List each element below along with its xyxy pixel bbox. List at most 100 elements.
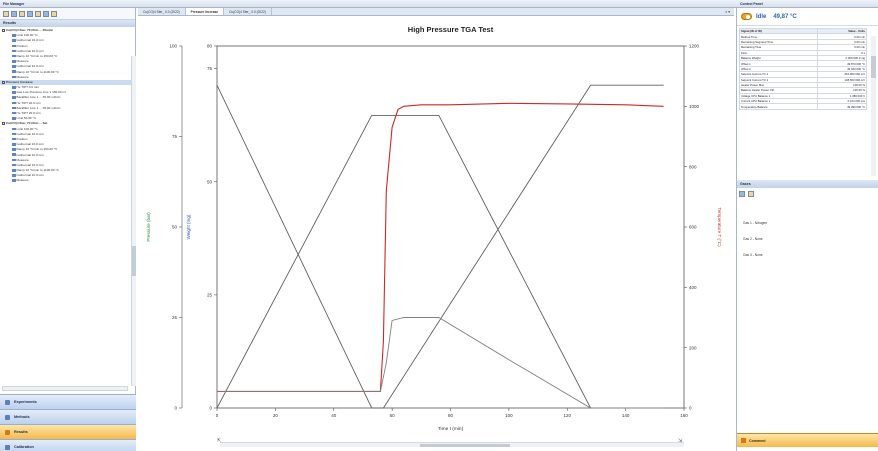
tree-item[interactable]: Measure: [0, 59, 135, 64]
series-line-4: [217, 317, 664, 409]
tree-item[interactable]: Isothermal 10.0 min: [0, 132, 135, 137]
weight-tick-label: 25: [207, 292, 213, 297]
tree-item[interactable]: Measure: [0, 178, 135, 183]
tree-item[interactable]: Position: [0, 137, 135, 142]
nav-button-results[interactable]: Results: [0, 424, 136, 439]
tree-item[interactable]: He TIPT 20.0 min: [0, 101, 135, 106]
new-file-icon[interactable]: [19, 10, 25, 17]
results-tree: Cu(CO)4 Ster. 70 Ohm ... 35mmc Limit 100.…: [0, 27, 135, 184]
tree-group[interactable]: Pressure Increase: [0, 79, 135, 86]
expander-icon[interactable]: [2, 80, 5, 84]
gases-header: Gases: [737, 180, 878, 188]
tree-item[interactable]: Isothermal 10.0 min: [0, 153, 135, 158]
tree-label: He TIPT 20.0 min: [16, 100, 41, 105]
plot-scroll-thumb[interactable]: [420, 444, 510, 447]
close-tab-icon[interactable]: × ▾: [725, 10, 730, 14]
comment-button[interactable]: Comment: [737, 433, 878, 447]
pressure-tick-label: 0: [174, 406, 177, 411]
expander-icon[interactable]: [2, 28, 5, 32]
x-tick-label: 20: [273, 413, 279, 418]
tree-label: Isothermal 10.0 min: [16, 38, 44, 43]
step-icon: [12, 143, 16, 146]
temperature-axis-label: Temperature T (°C): [717, 207, 722, 247]
save-icon[interactable]: [11, 10, 17, 17]
tree-item[interactable]: Ramp 10 °C/min to 1100.00 °C: [0, 168, 135, 173]
tree-item[interactable]: Isothermal 10.0 min: [0, 173, 135, 178]
weight-tick-label: 80: [207, 44, 213, 49]
nav-button-methods[interactable]: Methods: [0, 409, 136, 424]
plot-horizontal-scrollbar[interactable]: [220, 442, 684, 447]
tree-item[interactable]: Isothermal 10.0 min: [0, 163, 135, 168]
tree-item[interactable]: He TIPT 20.0 min: [0, 111, 135, 116]
x-axis-label: Time t (min): [438, 426, 464, 432]
tab-document-3[interactable]: Cu(CO)4 Ster_ 0.0 (2022): [224, 8, 272, 15]
step-icon: [12, 111, 16, 115]
file-manager-pane: Results Cu(CO)4 Ster. 70 Ohm ... 35mmc Li…: [0, 8, 136, 451]
copy-icon[interactable]: [27, 10, 33, 17]
signal-value: 49.390 000 °C: [816, 103, 868, 110]
nav-button-label: Results: [14, 430, 28, 434]
tree-group[interactable]: Cu(CO)4 Ster. 70 Ohm ... 35mmc: [0, 28, 135, 33]
tree-item[interactable]: Measure: [0, 158, 135, 163]
left-pane-title: File Manager: [3, 2, 25, 6]
tree-item[interactable]: Isothermal 10.0 min: [0, 49, 135, 54]
tree-item[interactable]: Position: [0, 44, 135, 49]
gas-item[interactable]: Gas 3 - None: [743, 253, 763, 257]
tab-document-1[interactable]: Cu(CO)4 Ster_ 0.0 (2022): [138, 8, 186, 15]
step-icon: [12, 65, 16, 68]
paste-icon[interactable]: [35, 10, 41, 17]
delete-icon[interactable]: [43, 10, 49, 17]
tree-label: Gas Low Pressure Line 1 150.00 ml: [16, 90, 66, 95]
tree-item[interactable]: Isothermal 10.0 min: [0, 142, 135, 147]
tree-label: Isothermal 10.0 min: [16, 142, 44, 147]
refresh-icon[interactable]: [51, 10, 57, 17]
tree-item[interactable]: Isothermal 10.0 min: [0, 64, 135, 69]
tree-group[interactable]: Cu(CO)4 Ster. 70 Ohm ... Set: [0, 121, 135, 126]
pressure-tick-label: 25: [172, 315, 178, 320]
signal-scrollbar[interactable]: [871, 36, 876, 176]
edit-gas-icon[interactable]: [748, 191, 754, 197]
tree-label: Cu(CO)4 Ster. 70 Ohm ... 35mmc: [6, 28, 54, 32]
tree-vertical-scrollbar[interactable]: [131, 56, 136, 386]
tree-horizontal-scrollbar[interactable]: [2, 386, 128, 391]
plot-frame: [216, 45, 685, 409]
nav-button-calibration[interactable]: Calibration: [0, 439, 136, 451]
nav-button-label: Experiments: [14, 400, 37, 404]
tree-item[interactable]: Limit 100.00 °C: [0, 127, 135, 132]
step-icon: [12, 153, 16, 156]
series-line-1: [216, 84, 664, 409]
gas-item[interactable]: Gas 2 - None: [743, 237, 763, 241]
temperature-tick-label: 1200: [689, 44, 700, 49]
tree-item[interactable]: Isothermal 10.0 min: [0, 38, 135, 43]
step-icon: [12, 75, 16, 79]
tree-item[interactable]: Limit 50.00 °C: [0, 116, 135, 121]
tree-item[interactable]: Measure: [0, 75, 135, 80]
tree-item[interactable]: Gas Low Pressure Line 1 150.00 ml: [0, 90, 135, 95]
tree-item[interactable]: Backfiller Line 1 ... 35.00 ml/min: [0, 95, 135, 100]
tree-item[interactable]: Limit 100.00 °C: [0, 33, 135, 38]
gas-item[interactable]: Gas 1 - Nitrogen: [743, 221, 768, 225]
tree-item[interactable]: Ramp 10 °C/min to 150.00 °C: [0, 54, 135, 59]
tree-item[interactable]: He TIPT 0.0 min: [0, 85, 135, 90]
signal-scroll-thumb[interactable]: [871, 56, 876, 78]
scroll-thumb[interactable]: [132, 246, 136, 276]
tree-item[interactable]: Ramp 10 °C/min to 1100.00 °C: [0, 70, 135, 75]
open-folder-icon[interactable]: [3, 10, 9, 17]
nav-button-experiments[interactable]: Experiments: [0, 394, 136, 409]
tree-label: Isothermal 10.0 min: [16, 48, 44, 53]
resize-right-icon: ⇲: [678, 438, 683, 444]
tree-label: Cu(CO)4 Ster. 70 Ohm ... Set: [6, 121, 48, 126]
tree-item[interactable]: Backfiller Line 1 ... 35.00 ml/min: [0, 106, 135, 111]
step-icon: [12, 70, 16, 73]
add-gas-icon[interactable]: [739, 191, 745, 197]
tree-label: Pressure Increase: [6, 79, 33, 84]
tree-item[interactable]: Ramp 10 °C/min to 150.00 °C: [0, 147, 135, 152]
series-line-3: [217, 102, 664, 392]
tree-label: He TIPT 20.0 min: [16, 111, 41, 115]
status-toggle-icon: [741, 13, 752, 20]
tree-label: Backfiller Line 1 ... 35.00 ml/min: [16, 95, 61, 100]
weight-tick-label: 75: [207, 66, 213, 71]
expander-icon[interactable]: [2, 122, 5, 126]
step-icon: [12, 169, 16, 172]
tab-pressure-increase[interactable]: Pressure Increase: [185, 8, 225, 15]
